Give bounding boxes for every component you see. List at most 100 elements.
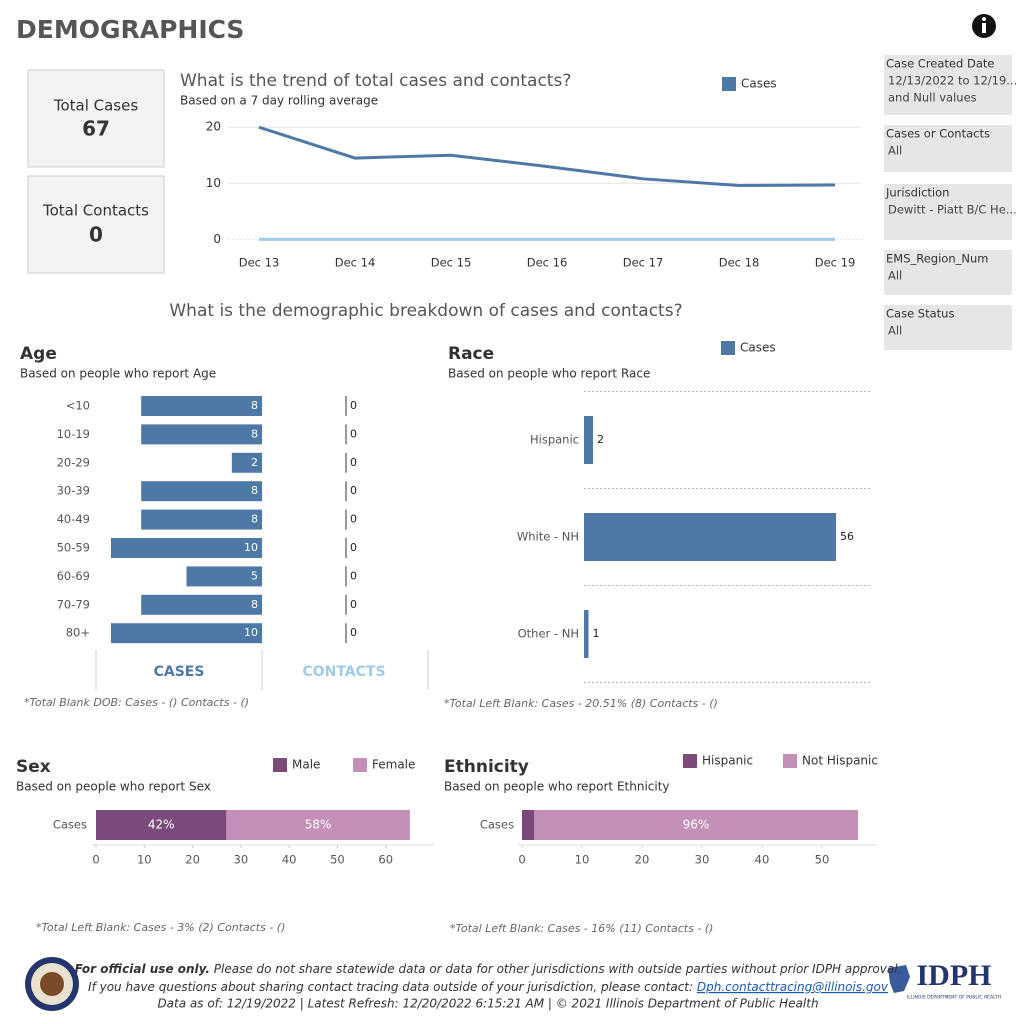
bar: [111, 623, 262, 644]
value-label: 0: [350, 626, 357, 639]
value-label: 2: [251, 456, 258, 469]
category-label: White - NH: [517, 530, 579, 544]
filter-label: Jurisdiction: [885, 186, 949, 200]
bar-segment: [96, 810, 227, 840]
bar: [231, 452, 262, 473]
kpi-label: Total Contacts: [42, 202, 149, 220]
legend-swatch: [721, 341, 735, 355]
kpi-value: 67: [82, 117, 110, 141]
legend-swatch: [722, 77, 736, 91]
value-label: 8: [251, 484, 258, 497]
filter-box[interactable]: [884, 250, 1012, 295]
chart-subtitle: Based on people who report Ethnicity: [444, 780, 670, 794]
category-label: 50-59: [57, 541, 90, 555]
category-label: Other - NH: [518, 627, 579, 641]
value-label: 0: [350, 484, 357, 497]
footer-notice-bold: For official use only.: [75, 962, 210, 976]
bar: [186, 566, 262, 587]
value-label: 10: [244, 541, 258, 554]
filter-box[interactable]: [884, 55, 1012, 115]
x-tick-label: Dec 17: [623, 256, 664, 270]
x-tick-label: 0: [92, 853, 99, 867]
x-tick-label: 60: [378, 853, 393, 867]
filter-label: Cases or Contacts: [886, 127, 990, 141]
value-label: 0: [350, 513, 357, 526]
x-tick-label: 40: [282, 853, 297, 867]
filter-value: All: [888, 269, 902, 283]
filter-box[interactable]: [884, 125, 1012, 172]
value-label: 8: [251, 399, 258, 412]
kpi-value: 0: [89, 223, 103, 247]
legend-label: Male: [292, 758, 320, 772]
kpi-label: Total Cases: [53, 97, 139, 115]
y-tick-label: 20: [206, 120, 221, 134]
category-label: 70-79: [57, 597, 90, 611]
share-label: 42%: [148, 818, 175, 832]
state-seal: [25, 957, 79, 1011]
legend-label: Not Hispanic: [802, 754, 878, 768]
x-tick-label: 30: [234, 853, 249, 867]
x-tick-label: 40: [755, 853, 770, 867]
x-tick-label: Dec 18: [719, 256, 760, 270]
chart-subtitle: Based on a 7 day rolling average: [180, 94, 378, 108]
value-label: 0: [350, 541, 357, 554]
footer-contact: If you have questions about sharing cont…: [88, 980, 889, 994]
legend-label: Cases: [741, 77, 777, 91]
x-tick-label: 20: [185, 853, 200, 867]
panel-label: CASES: [154, 664, 205, 680]
category-label: Cases: [53, 818, 87, 832]
category-label: 80+: [66, 626, 90, 640]
bar: [584, 610, 589, 658]
value-label: 2: [597, 433, 604, 446]
y-tick-label: 0: [213, 232, 221, 246]
value-label: 10: [244, 626, 258, 639]
logo-name: IDPH: [917, 959, 992, 992]
value-label: 0: [350, 427, 357, 440]
share-label: 58%: [305, 818, 332, 832]
category-label: 20-29: [57, 455, 90, 469]
legend-label: Cases: [740, 341, 776, 355]
x-tick-label: 50: [815, 853, 830, 867]
legend-label: Female: [372, 758, 415, 772]
value-label: 0: [350, 598, 357, 611]
legend-label: Hispanic: [702, 754, 753, 768]
bar: [141, 424, 262, 445]
info-icon[interactable]: [972, 14, 996, 38]
bar: [111, 538, 262, 558]
x-tick-label: 0: [518, 853, 525, 867]
kpi-box: [27, 175, 165, 274]
filter-value: All: [888, 324, 902, 338]
logo-subtitle: ILLINOIS DEPARTMENT OF PUBLIC HEALTH: [907, 995, 1001, 1001]
bar: [141, 594, 262, 615]
value-label: 0: [350, 456, 357, 469]
value-label: 1: [593, 627, 600, 640]
value-label: 0: [350, 569, 357, 582]
footer-data-line: Data as of: 12/19/2022 | Latest Refresh:…: [157, 997, 818, 1011]
filter-value: and Null values: [888, 91, 977, 105]
bar: [584, 416, 593, 464]
page-title: DEMOGRAPHICS: [16, 15, 244, 44]
filter-label: Case Created Date: [886, 57, 994, 71]
x-tick-label: 10: [137, 853, 152, 867]
x-tick-label: 10: [575, 853, 590, 867]
x-tick-label: 50: [330, 853, 345, 867]
legend-swatch: [273, 758, 287, 772]
category-label: Cases: [480, 818, 514, 832]
footer-email[interactable]: Dph.contacttracing@illinois.gov: [697, 980, 889, 994]
bar: [141, 481, 262, 502]
filter-value: 12/13/2022 to 12/19...: [888, 74, 1017, 88]
x-tick-label: Dec 15: [431, 256, 472, 270]
chart-subtitle: Based on people who report Sex: [16, 780, 211, 794]
bar-segment: [522, 810, 534, 840]
filter-box[interactable]: [884, 184, 1012, 240]
chart-subtitle: Based on people who report Age: [20, 367, 216, 381]
chart-title: Sex: [16, 757, 51, 777]
category-label: Hispanic: [530, 433, 579, 447]
value-label: 0: [350, 399, 357, 412]
filter-box[interactable]: [884, 305, 1012, 350]
filter-value: All: [888, 144, 902, 158]
chart-title: What is the trend of total cases and con…: [180, 71, 571, 91]
bar: [141, 396, 262, 416]
share-label: 96%: [683, 818, 710, 832]
